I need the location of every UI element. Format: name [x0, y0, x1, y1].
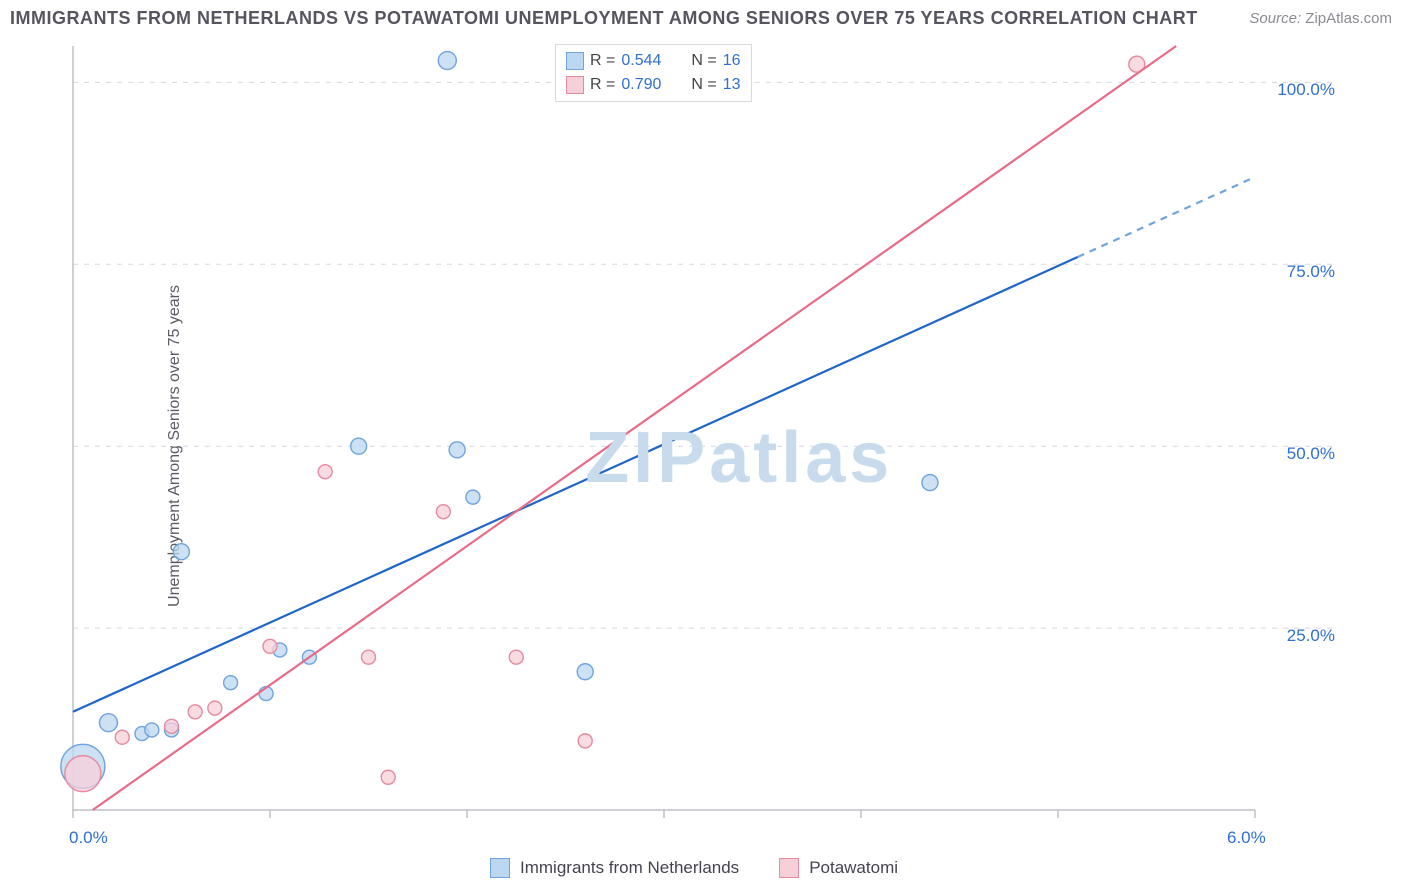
source-value: ZipAtlas.com [1305, 10, 1392, 27]
legend-r-value: 0.544 [621, 52, 661, 70]
legend-swatch-icon [566, 52, 584, 70]
x-tick-label: 6.0% [1227, 828, 1266, 848]
y-tick-label: 100.0% [1263, 80, 1335, 100]
legend-row-netherlands: R = 0.544 N = 16 [566, 49, 741, 73]
legend-swatch-icon [566, 76, 584, 94]
bottom-legend-label: Potawatomi [809, 858, 898, 878]
legend-row-potawatomi: R = 0.790 N = 13 [566, 73, 741, 97]
scatter-chart-svg [55, 40, 1335, 840]
legend-swatch-icon [490, 858, 510, 878]
y-tick-label: 50.0% [1263, 444, 1335, 464]
bottom-legend-item-netherlands: Immigrants from Netherlands [490, 858, 739, 878]
bottom-legend-item-potawatomi: Potawatomi [779, 858, 898, 878]
chart-title: IMMIGRANTS FROM NETHERLANDS VS POTAWATOM… [10, 8, 1198, 29]
legend-n-label: N = [691, 52, 716, 70]
legend-n-label: N = [691, 76, 716, 94]
y-tick-label: 75.0% [1263, 262, 1335, 282]
legend-r-value: 0.790 [621, 76, 661, 94]
y-tick-label: 25.0% [1263, 626, 1335, 646]
source-label: Source: [1249, 10, 1301, 27]
chart-plot-area [55, 40, 1335, 840]
legend-swatch-icon [779, 858, 799, 878]
legend-r-label: R = [590, 52, 615, 70]
x-tick-label: 0.0% [69, 828, 108, 848]
bottom-legend-label: Immigrants from Netherlands [520, 858, 739, 878]
legend-n-value: 13 [723, 76, 741, 94]
series-legend: Immigrants from Netherlands Potawatomi [490, 858, 898, 878]
correlation-legend-box: R = 0.544 N = 16 R = 0.790 N = 13 [555, 44, 752, 102]
legend-n-value: 16 [723, 52, 741, 70]
source-attribution: Source: ZipAtlas.com [1249, 10, 1392, 27]
legend-r-label: R = [590, 76, 615, 94]
